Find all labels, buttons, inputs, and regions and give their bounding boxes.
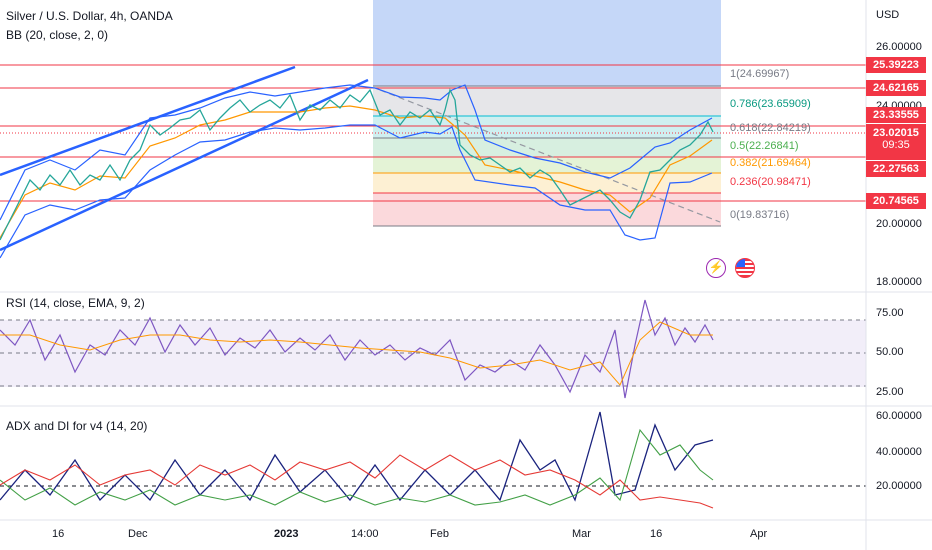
fib-zone-4 [373,157,721,173]
bb-indicator-label[interactable]: BB (20, close, 2, 0) [6,28,109,42]
bar-countdown: 09:35 [882,139,910,151]
adx-axis-label: 60.00000 [876,410,922,422]
fib-label: 1(24.69967) [730,68,790,80]
price-axis-label: 18.00000 [876,276,922,288]
lightning-icon[interactable]: ⚡ [706,258,726,278]
bollinger-bands [0,84,713,259]
rsi-ma [0,321,713,386]
fib-zone-1 [373,86,721,116]
time-tick: Apr [750,528,768,540]
price-line [0,88,714,241]
price-tag: 24.62165 [866,80,926,96]
fib-zone-top [373,0,721,86]
rsi-levels [0,319,866,387]
rsi-indicator-label[interactable]: RSI (14, close, EMA, 9, 2) [6,296,145,310]
time-tick: 14:00 [351,528,379,540]
adx-line [0,411,714,502]
fib-label: 0.382(21.69464) [730,157,811,169]
chart-title: Silver / U.S. Dollar, 4h, OANDA [6,9,173,23]
fib-label: 0.5(22.26841) [730,140,799,152]
ascending-channel [0,65,369,252]
fib-zone-3 [373,138,721,157]
fib-zone-2 [373,116,721,138]
time-tick: Mar [572,528,591,540]
price-axis-label: 26.00000 [876,41,922,53]
time-tick: 16 [52,528,65,540]
fib-zone-5 [373,173,721,193]
current-price: 23.02015 [873,127,919,139]
adx-indicator-label[interactable]: ADX and DI for v4 (14, 20) [6,419,148,433]
di-plus-line [0,428,714,506]
time-tick: 2023 [274,528,299,540]
rsi-axis-label: 75.00 [876,307,904,319]
rsi-axis-label: 25.00 [876,386,904,398]
adx-axis-label: 40.00000 [876,446,922,458]
adx-axis-label: 20.00000 [876,480,922,492]
rsi-axis-label: 50.00 [876,346,904,358]
price-axis-label: 20.00000 [876,218,922,230]
flag-canton [736,259,745,267]
time-tick: Dec [128,528,148,540]
time-tick: Feb [430,528,449,540]
di-minus-line [0,454,714,509]
price-tag: 23.33555 [866,107,926,123]
fib-label: 0.618(22.84219) [730,122,811,134]
fib-label: 0.236(20.98471) [730,176,811,188]
price-tag: 22.27563 [866,161,926,177]
trend-dashed-line [379,89,721,223]
time-tick: 16 [650,528,663,540]
currency-label: USD [876,9,900,21]
fib-label: 0.786(23.65909) [730,98,811,110]
ema-line [0,105,713,239]
fib-label: 0(19.83716) [730,209,790,221]
price-tag: 20.74565 [866,193,926,209]
fib-zone-6 [373,193,721,226]
us-flag-icon[interactable] [735,258,755,278]
price-tag: 25.39223 [866,57,926,73]
current-price-tag: 23.02015 09:35 [866,124,926,160]
